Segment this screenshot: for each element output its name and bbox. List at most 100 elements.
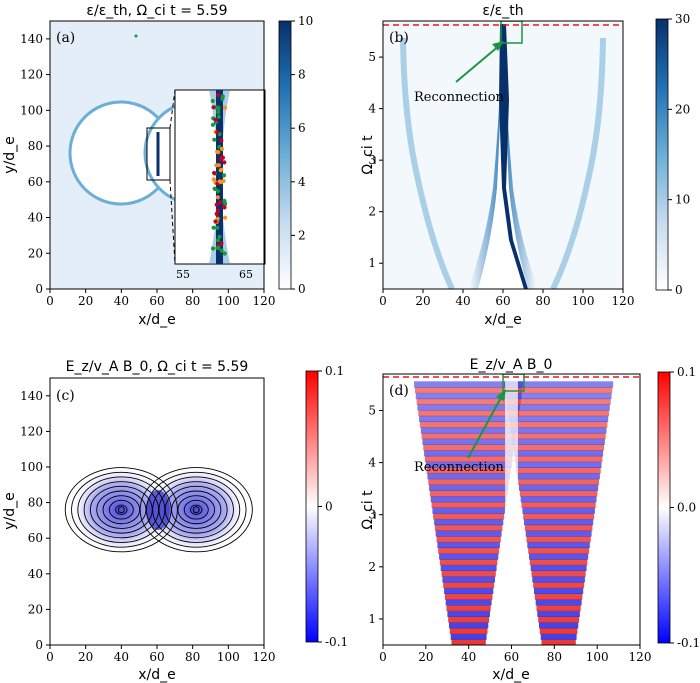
field-band [443,581,495,589]
field-band [521,501,596,508]
y-tick-label: 100 [20,460,43,474]
panel-c-right-field [146,466,246,554]
particle-dot [216,107,221,112]
panel-a-inset-connector-top [169,89,176,129]
field-band [509,421,608,428]
x-tick-label: 60 [495,294,510,308]
field-band [439,559,498,566]
field-band [520,496,597,503]
field-band [442,576,495,583]
panel-d-reconnection-box [502,374,525,392]
panel-c-axes: 0 20 40 60 80 100 120 0 20 40 60 80 100 120 140 [20,389,275,664]
particle-dot [215,189,221,194]
x-tick-label: 0 [46,294,54,308]
particle-dot [213,117,218,122]
field-band [441,570,496,577]
panel-a-title: ε/ε_th, Ω_ci t = 5.59 [86,3,227,19]
x-tick-label: 20 [78,650,93,664]
x-tick-label: 20 [415,294,430,308]
flux-contour [171,490,222,529]
field-band [525,530,592,537]
x-tick-label: 0 [379,294,387,308]
particle-dot [216,114,221,119]
field-band [509,415,609,422]
flux-contour [164,485,228,534]
particle-dot [220,146,225,152]
field-band [446,604,491,612]
field-band [420,427,517,434]
x-tick-label: 100 [217,294,240,308]
particle-dot [214,202,219,207]
y-tick-label: 120 [20,68,43,82]
particle-dot [220,94,225,99]
flux-contour [108,499,134,520]
flux-contour [177,495,215,525]
x-tick-label: 100 [217,650,240,664]
flux-contour [183,499,209,520]
y-tick-label: 80 [28,139,43,153]
particle-dot [222,251,227,256]
panel-d-annotation-arrow [467,393,504,459]
o-point-left [117,506,125,514]
field-band [440,564,497,571]
field-band [508,410,609,417]
panel-a-inset-particles [210,93,228,256]
y-tick-label: 120 [20,424,43,438]
flux-contour [152,476,241,543]
particle-dot [211,225,216,230]
x-tick-label: 120 [612,294,635,308]
field-band [417,404,520,411]
field-band [424,455,513,463]
field-band [518,478,599,486]
x-tick-label: 20 [418,650,433,664]
field-band [430,496,507,503]
field-band [429,490,508,497]
panel-c-colorbar-ticks: -0.1 0 0.1 [318,364,348,649]
panel-a-label: (a) [56,30,75,46]
particle-dot [218,200,223,205]
field-band [424,450,514,457]
field-band [444,593,493,600]
field-band [425,461,512,468]
panel-c-title: E_z/v_A B_0, Ω_ci t = 5.59 [66,359,249,375]
panel-a-inset: 55 65 [174,89,266,281]
flux-contour [96,490,147,529]
field-band [448,616,490,623]
panel-d-ylabel: Ω_ci t [360,490,376,530]
y-tick-label: 60 [28,531,43,545]
colorbar-tick-label: 0 [298,282,306,296]
panel-a-ylabel: y/d_e [2,136,18,174]
field-band [516,467,601,474]
particle-dot [211,105,216,110]
field-band [514,450,604,457]
colorbar-tick-label: 10 [298,14,313,28]
panel-b-title: ε/ε_th [482,3,523,19]
field-band [418,410,520,417]
panel-d-annotation: Reconnection [414,460,505,475]
particle-dot [210,246,216,251]
field-band [523,513,595,520]
field-band [526,536,591,543]
y-tick-label: 2 [368,560,376,574]
y-tick-label: 40 [28,567,43,581]
y-tick-label: 2 [368,205,376,219]
colorbar-tick-label: 30 [675,12,690,26]
particle-dot [219,180,224,185]
field-band [427,473,510,480]
particle-dot [212,170,217,176]
field-band [419,421,518,428]
x-tick-label: 80 [185,650,200,664]
particle-dot [219,248,224,253]
panel-d-axes: 0 20 40 60 80 100 120 1 2 3 4 5 [368,403,651,664]
flux-contour [145,471,247,548]
field-band [429,484,509,491]
panel-b-annotation: Reconnection [414,90,505,105]
field-band [519,490,598,497]
field-band [511,432,606,440]
panel-b-label: (b) [389,30,409,46]
colorbar-tick-label: 8 [298,68,306,82]
x-tick-label: 120 [253,650,276,664]
x-tick-label: 0 [46,650,54,664]
flux-contour [190,504,203,515]
panel-b-right-front [550,37,606,289]
